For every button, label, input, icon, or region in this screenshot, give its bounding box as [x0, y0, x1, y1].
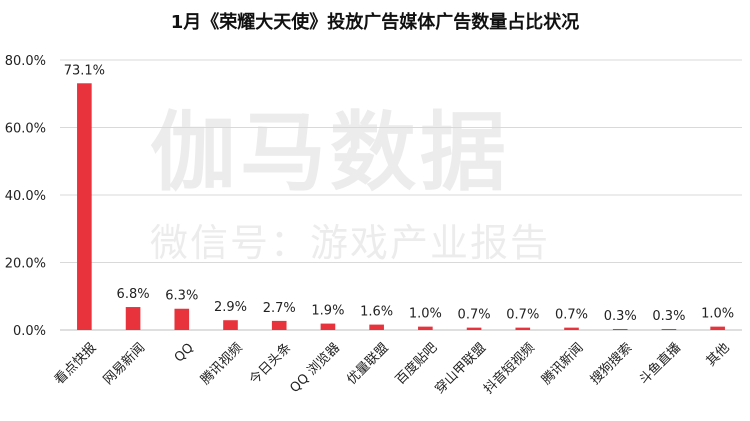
x-category-label: QQ 浏览器	[287, 340, 343, 396]
y-tick-label: 80.0%	[5, 54, 46, 69]
bar	[271, 320, 287, 330]
x-category-label: 搜狗搜索	[588, 340, 635, 387]
x-category-label: 腾讯新闻	[538, 340, 586, 388]
bar	[174, 308, 190, 330]
y-tick-label: 0.0%	[13, 324, 46, 339]
chart-title: 1月《荣耀大天使》投放广告媒体广告数量占比状况	[170, 12, 580, 33]
data-label: 0.7%	[506, 308, 539, 323]
x-category-label: 今日头条	[246, 340, 294, 388]
bar	[77, 83, 92, 330]
data-label: 6.3%	[165, 289, 198, 304]
x-category-label: 网易新闻	[100, 340, 148, 388]
x-category-label: 看点快报	[51, 340, 99, 388]
bar	[125, 307, 141, 330]
x-category-label: 穿山甲联盟	[432, 340, 489, 397]
x-category-label: 其他	[704, 340, 733, 369]
x-category-label: QQ	[172, 340, 197, 365]
data-label: 0.7%	[555, 308, 588, 323]
x-category-label: 优量联盟	[344, 340, 391, 387]
bar	[418, 326, 433, 330]
data-label: 0.3%	[604, 309, 637, 324]
data-label: 2.7%	[263, 301, 296, 316]
bar	[369, 324, 384, 330]
data-label: 1.0%	[409, 307, 442, 322]
data-label: 73.1%	[64, 63, 105, 78]
y-tick-label: 40.0%	[5, 189, 46, 204]
bar	[661, 328, 677, 330]
data-label: 1.9%	[311, 304, 344, 319]
data-label: 0.7%	[458, 308, 491, 323]
y-tick-label: 60.0%	[5, 122, 46, 137]
bar	[515, 327, 531, 330]
bar	[710, 326, 725, 330]
x-category-label: 斗鱼直播	[636, 340, 684, 388]
y-tick-label: 20.0%	[5, 257, 46, 272]
data-label: 6.8%	[117, 287, 150, 302]
bar	[466, 327, 482, 330]
x-category-label: 腾讯视频	[197, 340, 245, 388]
bar	[564, 327, 579, 330]
x-category-label: 百度贴吧	[392, 340, 440, 388]
data-label: 1.0%	[701, 307, 734, 322]
data-label: 0.3%	[652, 309, 685, 324]
bar	[612, 328, 628, 330]
bar	[223, 320, 238, 330]
x-category-label: 抖音短视频	[481, 340, 538, 397]
data-label: 1.6%	[360, 305, 393, 320]
data-label: 2.9%	[214, 300, 247, 315]
bar	[320, 323, 336, 330]
